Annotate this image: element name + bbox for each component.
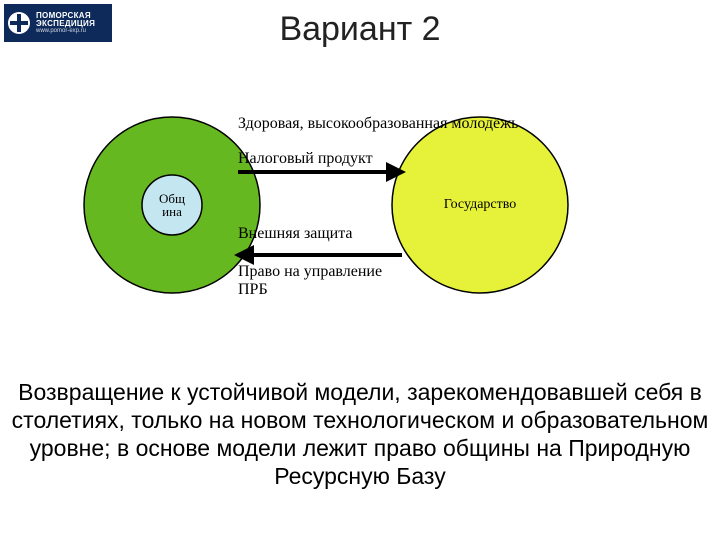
caption-text: Возвращение к устойчивой модели, зареком… bbox=[10, 378, 710, 490]
edge-label-top1: Здоровая, высокообразованная молодёжь bbox=[238, 115, 518, 133]
edge-label-bot1: Внешняя защита bbox=[238, 225, 353, 243]
node-community-label: Община bbox=[159, 191, 185, 219]
diagram-svg: Община Государство bbox=[0, 95, 720, 365]
edge-label-bot2: Право на управление ПРБ bbox=[238, 263, 408, 299]
node-state-label: Государство bbox=[444, 197, 517, 212]
diagram: Община Государство Здоровая, высокообразо… bbox=[0, 95, 720, 365]
page-title: Вариант 2 bbox=[0, 10, 720, 49]
edge-label-top2: Налоговый продукт bbox=[238, 150, 373, 168]
